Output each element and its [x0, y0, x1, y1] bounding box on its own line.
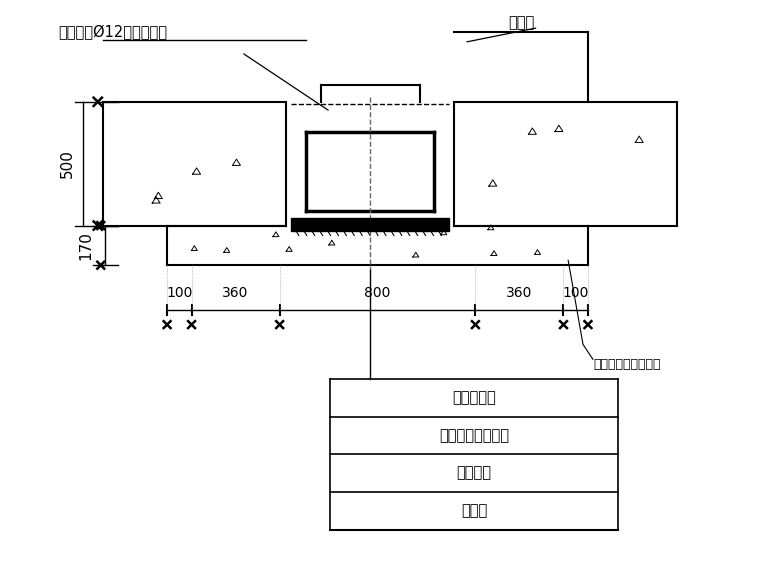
Text: 360: 360 — [223, 286, 249, 300]
Text: 100: 100 — [166, 286, 192, 300]
Text: 外贴式橡胶止水带: 外贴式橡胶止水带 — [439, 428, 509, 443]
Text: 铅丝网: 铅丝网 — [508, 15, 535, 30]
Text: 170: 170 — [78, 231, 93, 260]
Text: 混凝土底板: 混凝土底板 — [452, 390, 496, 405]
Text: 360: 360 — [506, 286, 533, 300]
Text: 砼垫层: 砼垫层 — [461, 503, 487, 518]
Text: 100: 100 — [562, 286, 589, 300]
Text: 附加双向Ø12「」型盖筋: 附加双向Ø12「」型盖筋 — [59, 25, 167, 40]
Text: 先浇与底板同标号砼: 先浇与底板同标号砼 — [593, 358, 660, 370]
Polygon shape — [291, 218, 449, 230]
Text: 500: 500 — [59, 149, 74, 178]
Text: 800: 800 — [364, 286, 391, 300]
Text: 防水卷材: 防水卷材 — [457, 466, 492, 481]
